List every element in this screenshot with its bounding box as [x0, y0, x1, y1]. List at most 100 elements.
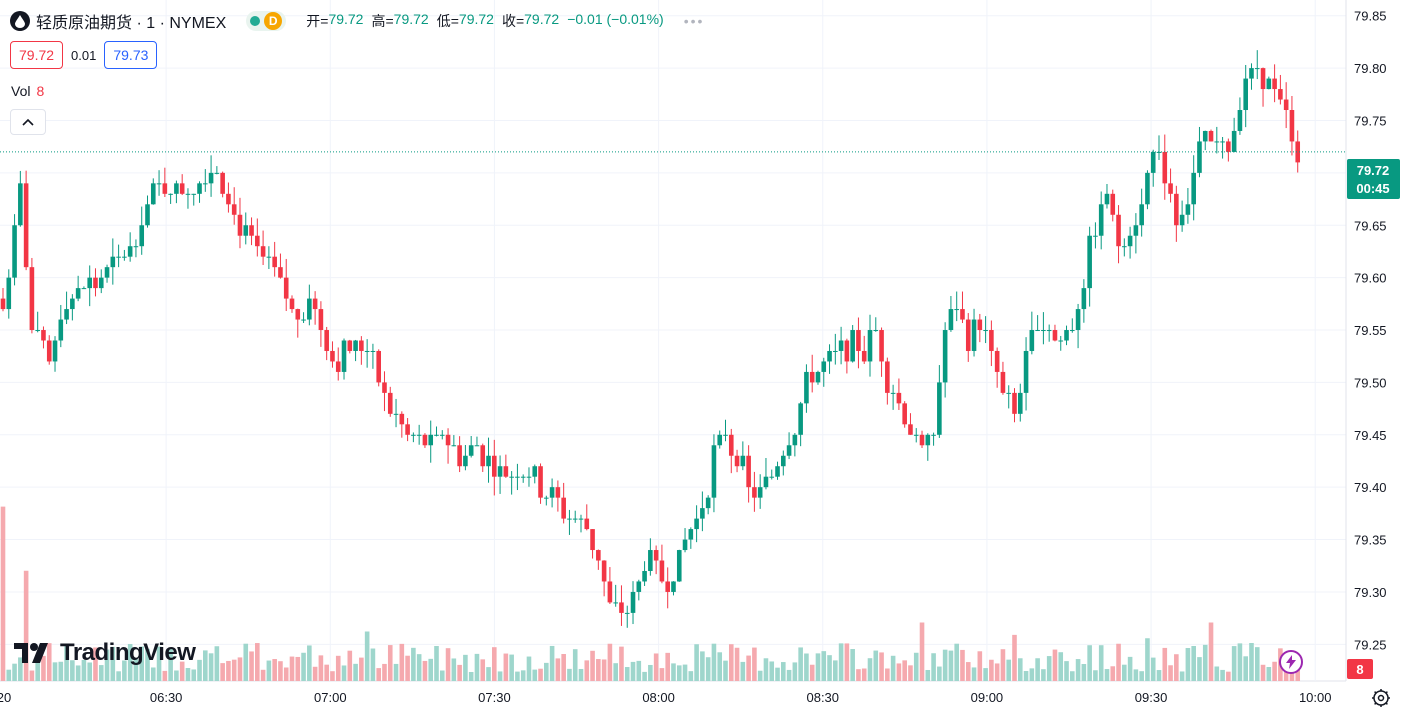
candle-body: [850, 330, 855, 362]
candle-body: [694, 518, 699, 530]
volume-bar: [434, 646, 439, 681]
price-tick-label: 79.65: [1354, 218, 1387, 233]
market-status-pill[interactable]: D: [246, 11, 287, 31]
candle-body: [162, 183, 168, 194]
candle-body: [428, 434, 434, 446]
volume-bar: [844, 643, 850, 681]
candle-body: [659, 560, 665, 582]
delayed-data-badge: D: [264, 12, 283, 30]
candle-body: [1052, 330, 1058, 341]
volume-bar: [1093, 670, 1098, 681]
candle-body: [1243, 78, 1248, 111]
candle-body: [364, 350, 370, 352]
candle-body: [1145, 172, 1150, 205]
lightning-icon[interactable]: [1279, 650, 1303, 674]
volume-bar: [821, 651, 827, 681]
candle-body: [913, 434, 919, 436]
candle-body: [746, 455, 751, 488]
volume-bar: [659, 668, 665, 681]
volume-bar: [532, 669, 538, 681]
high-label: 高=: [371, 13, 394, 29]
candle-body: [769, 476, 775, 478]
price-tick-label: 79.25: [1354, 637, 1387, 652]
time-tick-label: 10:00: [1299, 690, 1332, 705]
candle-body: [87, 277, 92, 289]
candle-body: [983, 330, 988, 332]
volume-bar: [1087, 645, 1092, 681]
volume-bar: [1058, 652, 1064, 681]
collapse-legend-button[interactable]: [10, 109, 46, 135]
candle-body: [549, 487, 555, 498]
candle-body: [538, 466, 543, 498]
volume-bar: [833, 660, 838, 681]
volume-bar: [185, 668, 191, 681]
volume-bar: [977, 651, 983, 681]
price-tick-label: 79.50: [1354, 375, 1387, 390]
candle-body: [405, 424, 410, 435]
volume-bar: [208, 653, 214, 681]
candle-body: [1260, 68, 1266, 90]
candle-body: [1202, 130, 1208, 142]
volume-bar: [567, 668, 572, 681]
volume-bar: [1202, 644, 1208, 681]
volume-bar: [775, 667, 780, 681]
tradingview-logo[interactable]: TradingView: [14, 639, 196, 667]
volume-bar: [324, 664, 329, 681]
candle-body: [64, 309, 69, 320]
low-value: 79.72: [458, 11, 494, 27]
volume-bar: [52, 662, 58, 681]
candle-body: [156, 183, 162, 185]
volume-bar: [260, 669, 266, 681]
volume-bar: [769, 661, 775, 681]
volume-bar: [1052, 649, 1058, 681]
volume-bar: [468, 671, 474, 681]
price-tick-label: 79.80: [1354, 61, 1387, 76]
candle-body: [844, 340, 850, 362]
chevron-up-icon: [22, 118, 34, 126]
candle-body: [422, 434, 428, 446]
candle-body: [220, 172, 225, 194]
volume-bar: [64, 646, 69, 681]
candle-body: [1191, 172, 1196, 205]
gear-icon[interactable]: [1371, 688, 1391, 708]
volume-bar: [330, 671, 335, 681]
volume-bar: [879, 652, 884, 681]
volume-bar: [584, 660, 590, 681]
more-options-icon[interactable]: •••: [683, 13, 705, 29]
candle-body: [1272, 78, 1277, 90]
candle-body: [1226, 141, 1231, 152]
volume-bar: [289, 656, 295, 681]
time-axis[interactable]: 20 06:30 07:00 07:30 08:00 08:30 09:00 09:30 10:…: [0, 690, 1331, 705]
candle-body: [434, 434, 439, 436]
candle-body: [197, 183, 202, 194]
volume-bar: [827, 655, 832, 681]
candle-body: [1249, 68, 1254, 79]
volume-bar: [1110, 666, 1116, 681]
volume-bar: [1162, 647, 1168, 681]
volume-bar: [127, 644, 133, 681]
volume-bar: [18, 657, 23, 681]
candle-body: [1168, 183, 1173, 194]
volume-legend[interactable]: Vol 8: [11, 83, 44, 99]
volume-bar: [705, 657, 711, 681]
volume-bar: [1075, 659, 1081, 681]
volume-bar: [1006, 659, 1012, 681]
volume-bar: [422, 660, 428, 681]
candle-body: [1098, 204, 1104, 236]
candle-body: [75, 288, 81, 299]
volume-bar: [93, 647, 98, 681]
candle-body: [347, 340, 353, 351]
candle-body: [885, 361, 890, 393]
price-axis[interactable]: 79.25 79.30 79.35 79.40 79.45 79.50 79.55 79.60…: [1354, 9, 1387, 653]
volume-bar: [1046, 656, 1052, 681]
candle-body: [46, 340, 52, 362]
candle-body: [965, 319, 971, 351]
symbol-title[interactable]: 轻质原油期货 · 1 · NYMEX: [36, 15, 227, 32]
bid-price[interactable]: 79.72: [10, 41, 64, 69]
candle-body: [896, 392, 902, 404]
ask-price[interactable]: 79.73: [104, 41, 158, 69]
candle-body: [601, 560, 607, 582]
volume-bar: [307, 645, 312, 681]
candle-body: [1127, 235, 1133, 247]
